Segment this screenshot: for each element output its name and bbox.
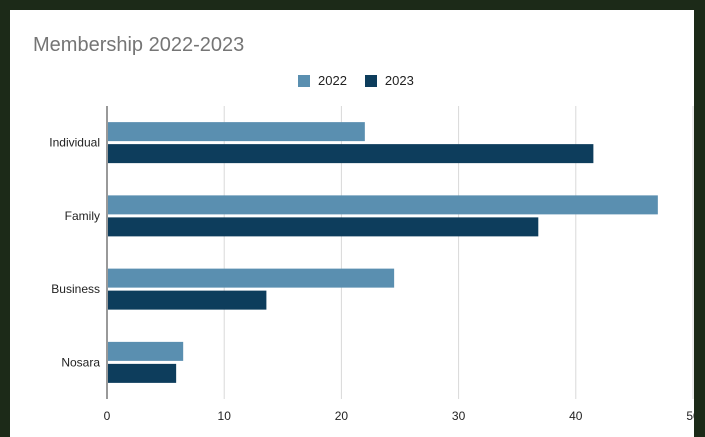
bar-family-2023 <box>108 217 539 237</box>
bar-business-2022 <box>108 268 395 288</box>
x-tick-label: 0 <box>104 409 111 423</box>
y-tick-label-family: Family <box>65 209 100 223</box>
legend-label-2023: 2023 <box>384 73 414 88</box>
y-tick-label-business: Business <box>51 282 100 296</box>
legend-item-2023: 2023 <box>364 73 414 88</box>
legend-label-2022: 2022 <box>318 73 347 88</box>
bar-individual-2022 <box>108 122 365 142</box>
x-tick-label: 30 <box>452 409 466 423</box>
chart-card: Membership 2022-2023 2022 2023 0 10 20 30 40… <box>10 10 694 437</box>
legend-item-2022: 2022 <box>298 73 347 88</box>
y-tick-label-nosara: Nosara <box>61 355 100 369</box>
bar-business-2023 <box>108 290 267 310</box>
x-tick-label: 20 <box>335 409 349 423</box>
legend-swatch-2022 <box>298 74 310 87</box>
legend-swatch-2023 <box>364 74 377 87</box>
bar-individual-2023 <box>108 144 594 164</box>
bar-nosara-2022 <box>108 341 184 361</box>
chart-title: Membership 2022-2023 <box>33 34 245 56</box>
chart-legend: 2022 2023 <box>298 73 414 88</box>
bar-chart-plot: 0 10 20 30 40 50 Individual Family Business Nosar… <box>49 106 694 423</box>
bar-nosara-2023 <box>108 363 177 383</box>
x-tick-label: 40 <box>569 409 583 423</box>
x-tick-label: 10 <box>218 409 232 423</box>
bar-family-2022 <box>108 195 658 215</box>
x-tick-label: 50 <box>686 409 694 423</box>
y-tick-label-individual: Individual <box>49 136 100 150</box>
